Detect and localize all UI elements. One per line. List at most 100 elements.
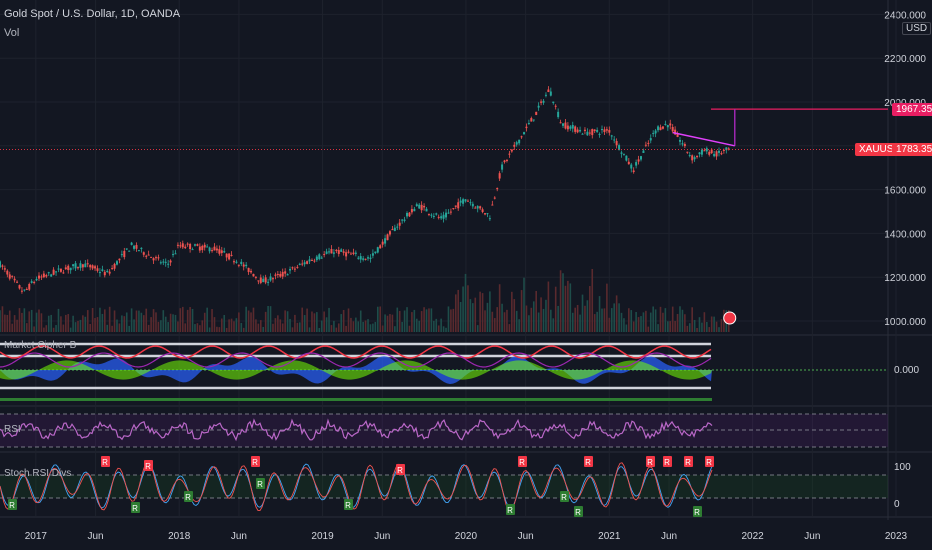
candle-body [501, 164, 504, 170]
candle-body [135, 245, 138, 249]
volume-bar [23, 308, 26, 332]
volume-bar [576, 304, 579, 332]
candle-body [196, 244, 199, 246]
candle-body [503, 160, 506, 163]
volume-bar [518, 319, 520, 332]
volume-bar [177, 321, 179, 332]
candle-body [676, 133, 679, 138]
volume-bar [359, 310, 362, 332]
volume-bar [57, 308, 60, 332]
volume-bar [693, 319, 696, 332]
volume-bar [0, 310, 1, 332]
candle-body [81, 264, 84, 268]
candle-body [52, 269, 55, 275]
candle-body [257, 280, 260, 282]
stoch-signal-label: R [694, 508, 700, 517]
candle-body [159, 262, 162, 264]
volume-bar [62, 324, 65, 332]
volume-bar [169, 313, 172, 332]
volume-bar [21, 312, 23, 332]
volume-bar [474, 297, 477, 332]
volume-bar [33, 326, 35, 332]
candle-body [0, 261, 1, 268]
volume-bar [467, 285, 469, 332]
candle-body [115, 261, 118, 265]
volume-bar [201, 320, 204, 332]
candle-body [574, 126, 577, 132]
y-tick-label: 2200.000 [884, 54, 926, 65]
candle-body [388, 231, 391, 235]
candle-body [357, 257, 360, 259]
candle-body [452, 208, 455, 210]
candle-body [113, 263, 116, 269]
volume-bar [535, 290, 538, 332]
stoch-signal-marker [396, 464, 405, 475]
x-tick-label: Jun [661, 531, 677, 542]
x-tick-label: 2023 [885, 531, 908, 542]
volume-bar [411, 312, 413, 332]
volume-bar [152, 309, 155, 332]
candle-body [211, 250, 214, 252]
candle-body [25, 288, 28, 290]
candle-body [557, 111, 560, 118]
candle-body [640, 156, 643, 160]
candle-body [72, 264, 75, 267]
x-tick-label: Jun [374, 531, 390, 542]
candle-body [76, 267, 79, 269]
candle-body [505, 159, 508, 161]
candle-body [659, 127, 662, 131]
volume-bar [65, 314, 67, 332]
candle-body [442, 214, 445, 219]
candle-body [537, 105, 540, 108]
volume-bar [515, 310, 518, 332]
candle-body [588, 132, 591, 134]
volume-bar [420, 311, 423, 332]
volume-bar [662, 312, 664, 332]
volume-bar [601, 308, 603, 332]
volume-bar [228, 319, 230, 332]
candle-body [727, 148, 730, 150]
candle-body [652, 132, 655, 134]
volume-bar [698, 317, 701, 332]
candle-body [586, 131, 589, 136]
candle-body [354, 252, 357, 254]
stoch-signal-marker [8, 499, 17, 510]
chart-title: Gold Spot / U.S. Dollar, 1D, OANDA [4, 8, 181, 20]
candle-body [289, 268, 292, 271]
volume-bar [428, 308, 430, 332]
volume-bar [720, 319, 723, 332]
candle-body [635, 162, 638, 166]
volume-bar [220, 318, 223, 332]
volume-bar [94, 318, 96, 332]
volume-bar [681, 309, 684, 332]
candle-body [542, 100, 545, 103]
volume-bar [18, 308, 21, 332]
volume-bar [38, 309, 40, 332]
candle-body [259, 277, 262, 283]
volume-bar [194, 324, 196, 332]
volume-bar [532, 301, 535, 332]
candle-body [276, 274, 279, 276]
candle-body [154, 257, 157, 259]
volume-bar [564, 285, 567, 332]
currency-badge[interactable]: USD [902, 22, 932, 35]
candle-body [525, 126, 528, 129]
candle-body [47, 272, 50, 274]
candle-body [203, 244, 206, 248]
volume-bar [355, 317, 357, 332]
volume-bar [489, 291, 491, 332]
candle-body [566, 125, 569, 130]
rsi-band [0, 414, 888, 447]
volume-bar [615, 295, 618, 332]
volume-bar [688, 323, 691, 332]
candle-body [349, 253, 352, 255]
volume-bar [691, 307, 693, 332]
volume-bar [508, 324, 511, 332]
y-tick-label: 1600.000 [884, 186, 926, 197]
candle-body [94, 266, 97, 269]
stoch-label: Stoch RSI Divs [4, 468, 72, 479]
stoch-signal-label: R [185, 493, 191, 502]
volume-bar [28, 311, 31, 332]
volume-bar [613, 303, 615, 332]
